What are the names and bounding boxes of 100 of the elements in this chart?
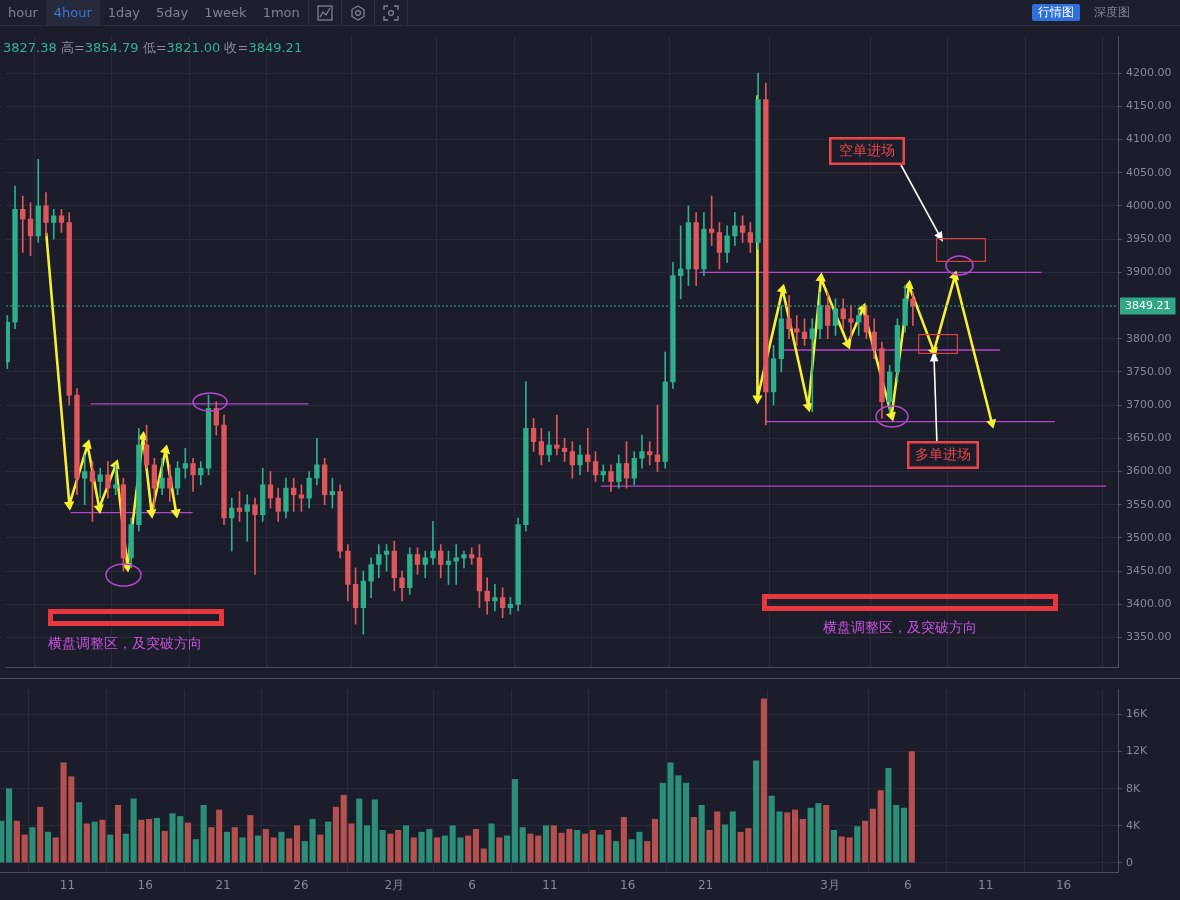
bar (363, 825, 371, 863)
candlestick (244, 494, 250, 542)
bar (434, 837, 441, 863)
bar (792, 809, 799, 863)
annotation: 空单进场 (839, 141, 895, 158)
y-tick-label: 3650.00 (1126, 431, 1172, 445)
bar (91, 821, 98, 863)
bar (153, 817, 160, 863)
bar (488, 823, 495, 863)
bar (138, 819, 145, 863)
x-tick-label: 16 (620, 878, 636, 893)
bar (161, 830, 168, 863)
x-tick-label: 2月 (384, 878, 405, 893)
bar (683, 782, 690, 863)
bar (729, 811, 736, 863)
bar (574, 830, 581, 863)
bar (21, 834, 28, 863)
bar (465, 835, 472, 863)
bar (317, 834, 324, 863)
bar (900, 807, 908, 863)
bar (130, 798, 137, 863)
text: 深度图 (1093, 4, 1131, 21)
bar (395, 830, 402, 863)
y-tick-label: 4100.00 (1126, 132, 1172, 146)
bar (441, 835, 448, 863)
bar (908, 751, 915, 863)
bar (613, 841, 620, 863)
text: 1week (203, 4, 248, 22)
bar (270, 837, 277, 863)
annotation: 多单进场 (915, 445, 971, 462)
bar (542, 825, 550, 863)
bar (753, 760, 760, 863)
bar (605, 830, 612, 863)
bar (379, 830, 386, 863)
bar (185, 822, 192, 863)
bar (255, 835, 262, 863)
y-tick-label: 3700.00 (1126, 397, 1172, 411)
bar (301, 841, 308, 863)
x-tick-label: 21 (697, 878, 714, 893)
bar (620, 817, 627, 863)
y-tick-label: 0 (1126, 855, 1133, 869)
candlestick (647, 441, 653, 466)
x-tick-label: 6 (904, 878, 912, 893)
candlestick (20, 195, 26, 253)
bar (216, 809, 223, 863)
candlestick (554, 414, 560, 456)
y-tick-label: 3550.00 (1126, 497, 1172, 511)
bar (854, 826, 861, 863)
bar (550, 825, 557, 863)
candlestick (51, 208, 57, 240)
bar (44, 831, 52, 863)
bar (107, 834, 114, 863)
x-tick-label: 16 (137, 878, 153, 893)
text: hour (7, 4, 39, 22)
bar (371, 799, 378, 863)
y-tick-label: 3950.00 (1126, 231, 1172, 245)
candlestick (430, 520, 436, 565)
bar (293, 825, 301, 863)
bar (877, 790, 884, 863)
x-tick-label: 11 (542, 878, 558, 893)
bar (893, 805, 900, 863)
bar (496, 837, 503, 863)
y-tick-label: 4150.00 (1126, 99, 1172, 113)
bar (651, 818, 659, 863)
bar (581, 833, 588, 863)
x-tick-label: 21 (215, 878, 231, 893)
bar (644, 841, 651, 863)
text: 1day (106, 4, 142, 22)
x-tick-label: 11 (59, 878, 76, 893)
y-tick-label: 3750.00 (1126, 364, 1172, 378)
bar (332, 806, 339, 863)
bar (208, 827, 215, 863)
bar (698, 805, 705, 863)
bar (760, 698, 767, 863)
bar (504, 835, 511, 863)
bar (721, 824, 729, 863)
bar (37, 806, 44, 863)
candlestick (492, 584, 498, 612)
bar (589, 830, 596, 863)
bar (0, 820, 5, 863)
candlestick (97, 467, 103, 499)
bar (278, 831, 285, 863)
bar (146, 818, 153, 863)
bar (885, 767, 892, 863)
y-tick-label: 3900.00 (1126, 265, 1172, 279)
y-tick-label: 8K (1126, 781, 1141, 795)
bar (862, 820, 869, 863)
bar (286, 838, 293, 863)
bar (830, 830, 838, 863)
annotation: 横盘调整区，及突破方向 (823, 618, 977, 635)
candlestick (182, 447, 188, 479)
y-tick-label: 3400.00 (1126, 597, 1172, 611)
bar (114, 805, 122, 863)
y-tick-label: 3600.00 (1126, 464, 1172, 478)
bar (690, 817, 697, 863)
bar (472, 829, 480, 863)
bar (29, 827, 36, 863)
y-tick-label: 3350.00 (1126, 630, 1172, 644)
candlestick (252, 497, 258, 575)
bar (309, 818, 316, 863)
